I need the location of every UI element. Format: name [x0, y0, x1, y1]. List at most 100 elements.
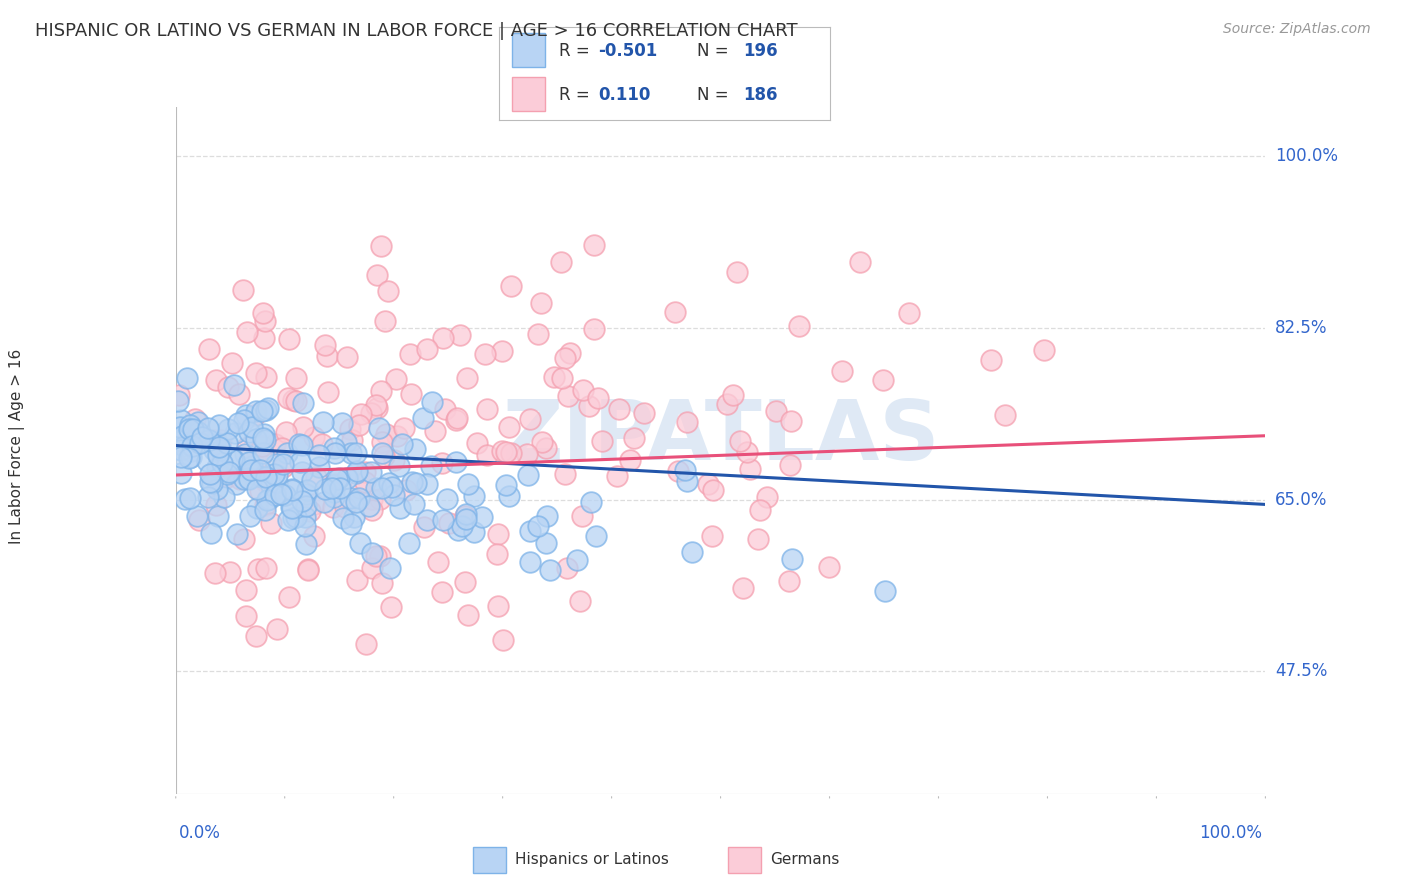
Point — [291, 494, 314, 508]
Point — [240, 420, 263, 434]
Point — [388, 458, 411, 473]
Point — [245, 432, 267, 446]
Point — [246, 482, 269, 496]
Point — [585, 529, 607, 543]
Point — [205, 498, 228, 512]
Point — [457, 607, 479, 622]
Point — [416, 513, 439, 527]
Point — [401, 387, 423, 401]
Point — [260, 477, 283, 491]
Point — [373, 450, 395, 464]
Point — [340, 445, 363, 459]
Bar — [512, 33, 546, 67]
Point — [314, 482, 336, 496]
Point — [568, 594, 591, 608]
Point — [346, 464, 368, 478]
Point — [245, 629, 267, 643]
Point — [872, 373, 894, 387]
Point — [266, 457, 288, 471]
Point — [253, 427, 276, 442]
Point — [200, 525, 222, 540]
Point — [188, 513, 211, 527]
Point — [498, 419, 520, 434]
Point — [515, 447, 537, 461]
Point — [238, 472, 260, 486]
Point — [398, 536, 420, 550]
Point — [325, 446, 347, 460]
Point — [254, 402, 277, 417]
Point — [294, 519, 316, 533]
Point — [266, 622, 288, 636]
Point — [778, 574, 800, 589]
Point — [980, 353, 1002, 368]
Point — [456, 507, 478, 521]
Point — [501, 445, 523, 459]
Point — [281, 482, 304, 496]
Point — [233, 533, 256, 547]
Point — [465, 436, 488, 450]
Point — [450, 519, 472, 533]
Point — [401, 475, 423, 490]
Point — [254, 474, 277, 488]
Point — [498, 490, 520, 504]
Point — [235, 609, 257, 624]
Point — [187, 425, 209, 439]
Point — [295, 486, 318, 500]
Point — [565, 553, 588, 567]
Point — [207, 449, 229, 463]
Point — [243, 408, 266, 422]
Point — [349, 481, 371, 495]
Point — [202, 442, 225, 457]
Point — [204, 566, 226, 580]
Point — [197, 421, 219, 435]
Text: 196: 196 — [744, 42, 779, 60]
Point — [198, 475, 221, 489]
Point — [245, 501, 267, 516]
Point — [249, 463, 271, 477]
Point — [270, 487, 292, 501]
Point — [180, 444, 202, 458]
Point — [560, 346, 582, 360]
Point — [412, 410, 434, 425]
Point — [239, 463, 262, 477]
Point — [254, 369, 277, 384]
Point — [174, 491, 197, 506]
Point — [294, 509, 316, 524]
Point — [328, 471, 350, 485]
Point — [238, 455, 260, 469]
Point — [236, 471, 259, 485]
Point — [329, 481, 352, 495]
Point — [295, 483, 318, 498]
Point — [416, 476, 439, 491]
Point — [315, 349, 337, 363]
Point — [536, 508, 558, 523]
Point — [291, 419, 314, 434]
Point — [187, 415, 209, 429]
Point — [170, 413, 193, 427]
Point — [346, 573, 368, 587]
Point — [252, 431, 274, 445]
Point — [314, 338, 336, 352]
Point — [316, 385, 339, 400]
Point — [416, 342, 439, 356]
Point — [583, 322, 606, 336]
Point — [367, 421, 389, 435]
Point — [360, 503, 382, 517]
Point — [190, 430, 212, 444]
Point — [205, 460, 228, 475]
Point — [344, 445, 367, 459]
Point — [263, 467, 285, 482]
Point — [270, 441, 292, 455]
Point — [250, 438, 273, 452]
Point — [399, 346, 422, 360]
Point — [232, 283, 254, 297]
Point — [571, 509, 593, 524]
Text: -0.501: -0.501 — [599, 42, 658, 60]
Point — [371, 435, 394, 450]
Point — [519, 555, 541, 569]
Point — [474, 347, 496, 361]
Point — [530, 295, 553, 310]
Bar — [474, 847, 506, 872]
Point — [274, 488, 297, 502]
Point — [457, 477, 479, 491]
